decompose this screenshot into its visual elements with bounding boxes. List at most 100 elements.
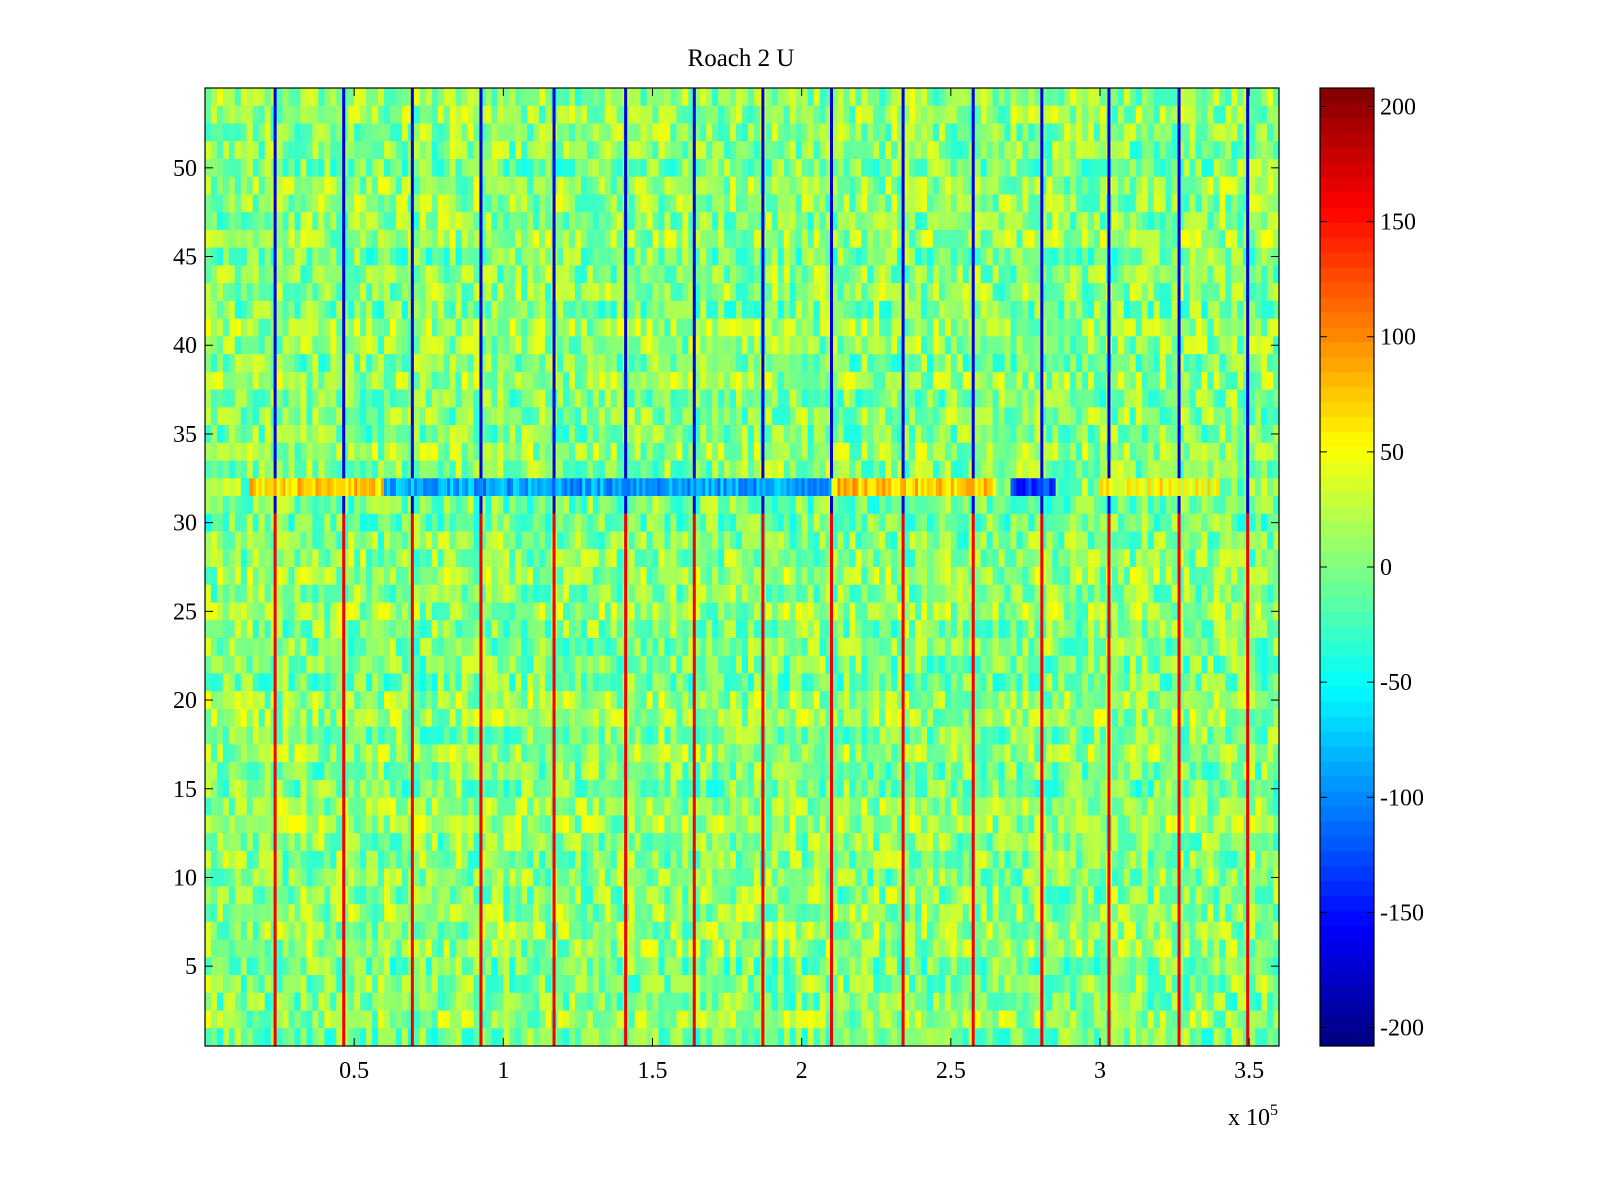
heatmap-cell — [724, 513, 731, 533]
heatmap-cell — [1040, 371, 1047, 391]
heatmap-cell — [926, 531, 934, 550]
heatmap-cell — [264, 371, 272, 391]
heatmap-cell — [330, 265, 337, 284]
heatmap-cell — [503, 336, 510, 355]
heatmap-cell — [813, 442, 821, 462]
heatmap-cell — [527, 265, 534, 284]
heatmap-cell — [336, 194, 343, 213]
heatmap-cell — [789, 318, 797, 337]
heatmap-cell — [819, 283, 827, 302]
heatmap-cell — [658, 158, 666, 178]
heatmap-cell — [449, 531, 457, 550]
heatmap-cell — [742, 389, 749, 408]
heatmap-cell — [437, 389, 445, 408]
heatmap-cell — [276, 425, 284, 444]
heatmap-cell — [1028, 300, 1035, 320]
heatmap-cell — [509, 513, 516, 533]
heatmap-cell — [389, 88, 397, 107]
heatmap-cell — [849, 496, 856, 515]
heatmap-cell — [903, 158, 910, 178]
heatmap-cell — [1261, 318, 1268, 337]
heatmap-cell — [956, 194, 964, 213]
heatmap-cell — [1070, 407, 1077, 426]
heatmap-cell — [282, 425, 290, 444]
heatmap-cell — [389, 283, 397, 302]
heatmap-cell — [563, 442, 570, 462]
heatmap-cell — [401, 247, 409, 267]
heatmap-cell — [395, 265, 403, 284]
heatmap-cell — [843, 283, 850, 302]
heatmap-cell — [1153, 460, 1161, 479]
heatmap-cell — [938, 105, 946, 125]
heatmap-cell — [574, 460, 582, 479]
heatmap-cell — [264, 212, 272, 231]
heatmap-cell — [503, 229, 510, 249]
heatmap-cell — [509, 567, 516, 586]
heatmap-cell — [718, 194, 725, 213]
heatmap-cell — [234, 194, 242, 213]
heatmap-cell — [216, 229, 224, 249]
heatmap-cell — [1213, 247, 1220, 267]
heatmap-cell — [1058, 123, 1065, 142]
heatmap-cell — [712, 442, 719, 462]
heatmap-cell — [843, 425, 850, 444]
heatmap-cell — [604, 442, 612, 462]
heatmap-cell — [276, 531, 284, 550]
heatmap-cell — [258, 105, 266, 125]
heatmap-cell — [1129, 194, 1137, 213]
heatmap-cell — [843, 194, 850, 213]
heatmap-cell — [294, 425, 302, 444]
heatmap-cell — [986, 265, 994, 284]
heatmap-cell — [909, 336, 916, 355]
heatmap-cell — [378, 354, 385, 373]
heatmap-cell — [276, 354, 284, 373]
heatmap-cell — [1249, 425, 1256, 444]
heatmap-cell — [294, 212, 302, 231]
heatmap-cell — [246, 531, 254, 550]
heatmap-cell — [1111, 105, 1119, 125]
heatmap-cell — [938, 265, 946, 284]
heatmap-cell — [658, 318, 666, 337]
heatmap-cell — [676, 105, 683, 125]
heatmap-cell — [539, 88, 546, 107]
heatmap-cell — [1022, 549, 1029, 568]
heatmap-cell — [980, 567, 988, 586]
heatmap-cell — [1111, 407, 1119, 426]
heatmap-cell — [640, 389, 648, 408]
heatmap-cell — [807, 354, 815, 373]
heatmap-cell — [521, 123, 528, 142]
heatmap-cell — [312, 389, 319, 408]
heatmap-cell — [664, 371, 671, 391]
heatmap-cell — [1129, 141, 1137, 160]
heatmap-cell — [1213, 123, 1220, 142]
heatmap-cell — [1153, 212, 1161, 231]
heatmap-cell — [1141, 407, 1149, 426]
heatmap-cell — [962, 460, 970, 479]
heatmap-cell — [938, 247, 946, 267]
heatmap-cell — [980, 141, 988, 160]
heatmap-cell — [652, 247, 660, 267]
heatmap-cell — [1123, 425, 1131, 444]
heatmap-cell — [682, 389, 689, 408]
heatmap-cell — [700, 105, 707, 125]
heatmap-cell — [1076, 318, 1083, 337]
heatmap-cell — [491, 425, 498, 444]
heatmap-cell — [855, 354, 862, 373]
heatmap-cell — [730, 407, 737, 426]
heatmap-cell — [1267, 265, 1274, 284]
heatmap-cell — [885, 389, 892, 408]
heatmap-cell — [348, 513, 355, 533]
heatmap-cell — [252, 496, 260, 515]
heatmap-cell — [282, 407, 290, 426]
heatmap-cell — [586, 176, 594, 196]
heatmap-cell — [234, 212, 242, 231]
heatmap-cell — [545, 141, 552, 160]
heatmap-cell — [1195, 88, 1203, 107]
heatmap-cell — [712, 194, 719, 213]
heatmap-cell — [1213, 300, 1220, 320]
heatmap-cell — [1123, 460, 1131, 479]
heatmap-cell — [389, 531, 397, 550]
heatmap-cell — [1010, 88, 1018, 107]
heatmap-cell — [592, 496, 600, 515]
heatmap-cell — [1153, 123, 1161, 142]
